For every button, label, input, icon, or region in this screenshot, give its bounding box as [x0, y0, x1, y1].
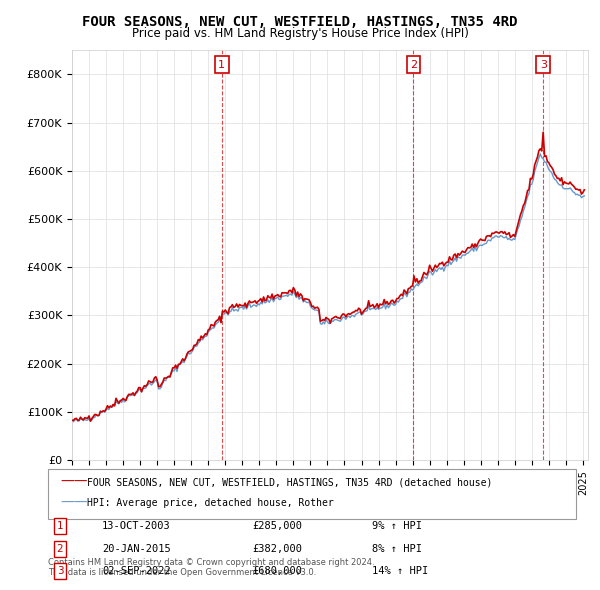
- Text: HPI: Average price, detached house, Rother: HPI: Average price, detached house, Roth…: [87, 498, 334, 507]
- Text: £382,000: £382,000: [252, 544, 302, 553]
- Text: 14% ↑ HPI: 14% ↑ HPI: [372, 566, 428, 576]
- Text: 8% ↑ HPI: 8% ↑ HPI: [372, 544, 422, 553]
- Text: £680,000: £680,000: [252, 566, 302, 576]
- Text: ——: ——: [60, 475, 88, 489]
- Text: 3: 3: [56, 566, 64, 576]
- Text: 13-OCT-2003: 13-OCT-2003: [102, 522, 171, 531]
- Text: 2: 2: [410, 60, 417, 70]
- Text: 20-JAN-2015: 20-JAN-2015: [102, 544, 171, 553]
- Text: £285,000: £285,000: [252, 522, 302, 531]
- Text: FOUR SEASONS, NEW CUT, WESTFIELD, HASTINGS, TN35 4RD (detached house): FOUR SEASONS, NEW CUT, WESTFIELD, HASTIN…: [87, 477, 493, 487]
- Text: FOUR SEASONS, NEW CUT, WESTFIELD, HASTINGS, TN35 4RD: FOUR SEASONS, NEW CUT, WESTFIELD, HASTIN…: [82, 15, 518, 29]
- Text: 02-SEP-2022: 02-SEP-2022: [102, 566, 171, 576]
- Text: 2: 2: [56, 544, 64, 553]
- Text: 1: 1: [56, 522, 64, 531]
- Text: Contains HM Land Registry data © Crown copyright and database right 2024.
This d: Contains HM Land Registry data © Crown c…: [48, 558, 374, 577]
- Text: 3: 3: [540, 60, 547, 70]
- Text: 9% ↑ HPI: 9% ↑ HPI: [372, 522, 422, 531]
- Text: ——: ——: [60, 496, 88, 510]
- Text: 1: 1: [218, 60, 225, 70]
- Text: Price paid vs. HM Land Registry's House Price Index (HPI): Price paid vs. HM Land Registry's House …: [131, 27, 469, 40]
